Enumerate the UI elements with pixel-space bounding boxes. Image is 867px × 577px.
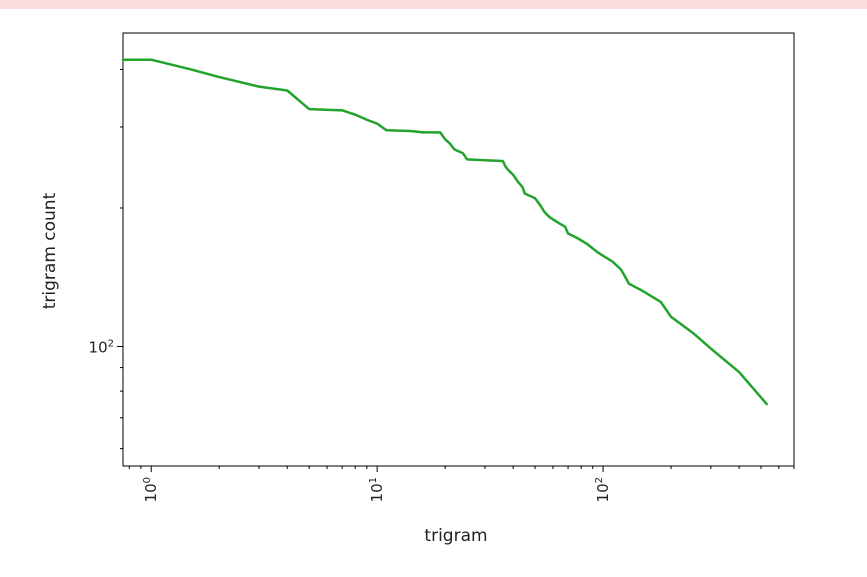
- data-point: [466, 158, 468, 160]
- data-point: [507, 169, 509, 171]
- y-tick-label: 102: [89, 339, 114, 357]
- x-tick-label: 102: [594, 477, 612, 502]
- data-point: [738, 371, 740, 373]
- data-point: [766, 403, 768, 405]
- data-point: [540, 205, 542, 207]
- plot-area: [122, 32, 795, 467]
- data-point: [576, 237, 578, 239]
- data-point: [354, 114, 356, 116]
- data-point: [543, 211, 545, 213]
- data-point: [122, 59, 124, 61]
- data-point: [692, 332, 694, 334]
- data-point: [642, 290, 644, 292]
- x-axis-label: trigram: [424, 526, 487, 546]
- major-ticks: 100 101 102 102: [89, 339, 613, 503]
- data-point: [549, 216, 551, 218]
- data-point: [564, 226, 566, 228]
- data-point: [376, 123, 378, 125]
- data-point: [512, 174, 514, 176]
- data-point: [524, 193, 526, 195]
- data-point: [517, 181, 519, 183]
- data-point: [502, 160, 504, 162]
- data-point: [190, 68, 192, 70]
- data-point: [150, 59, 152, 61]
- data-point: [308, 108, 310, 110]
- x-tick-label: 100: [142, 477, 160, 502]
- data-point: [611, 261, 613, 263]
- data-point: [670, 316, 672, 318]
- data-point: [258, 86, 260, 88]
- data-point: [522, 186, 524, 188]
- data-point: [386, 129, 388, 131]
- data-point: [218, 76, 220, 78]
- data-point: [286, 90, 288, 92]
- data-point: [624, 275, 626, 277]
- data-point: [660, 301, 662, 303]
- top-banner: [0, 0, 867, 9]
- data-series-line: [121, 58, 768, 406]
- data-point: [557, 221, 559, 223]
- data-point: [620, 269, 622, 271]
- data-point: [449, 143, 451, 145]
- data-point: [454, 148, 456, 150]
- data-point: [484, 159, 486, 161]
- data-point: [534, 197, 536, 199]
- y-axis-label: trigram count: [40, 192, 60, 309]
- data-point: [439, 131, 441, 133]
- data-point: [366, 119, 368, 121]
- data-point: [409, 130, 411, 132]
- minor-ticks: [120, 68, 795, 469]
- data-point: [586, 243, 588, 245]
- data-point: [710, 348, 712, 350]
- data-point: [597, 252, 599, 254]
- data-point: [505, 166, 507, 168]
- data-point: [462, 152, 464, 154]
- data-point: [341, 109, 343, 111]
- x-tick-label: 101: [368, 477, 386, 502]
- data-point: [444, 138, 446, 140]
- data-point: [567, 233, 569, 235]
- data-point: [422, 131, 424, 133]
- data-point: [628, 283, 630, 285]
